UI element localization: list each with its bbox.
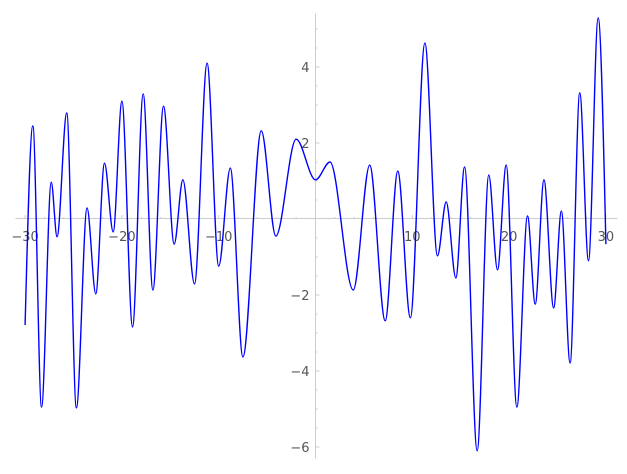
y-tick-label: 2: [301, 137, 309, 152]
x-tick-label: 20: [501, 230, 518, 245]
y-tick-label: −2: [290, 289, 309, 304]
y-tick-label: 4: [301, 61, 309, 76]
x-tick-label: −30: [11, 230, 38, 245]
series-line: [24, 17, 607, 452]
x-tick-label: −20: [108, 230, 135, 245]
x-tick-label: 10: [404, 230, 421, 245]
y-tick-label: −4: [290, 365, 309, 380]
y-tick-label: −6: [290, 441, 309, 456]
x-tick-label: −10: [205, 230, 232, 245]
